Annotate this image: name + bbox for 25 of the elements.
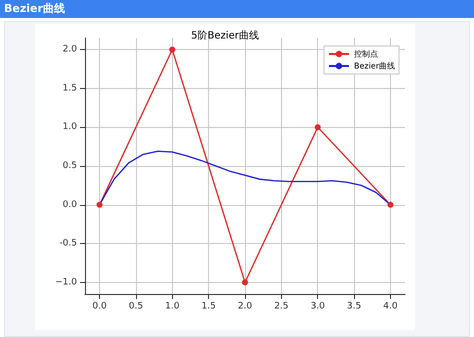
- legend-label: Bezier曲线: [354, 62, 396, 70]
- point: [242, 279, 248, 286]
- y-tick-label: 2.0: [62, 44, 78, 55]
- legend-label: 控制点: [354, 50, 378, 58]
- y-tick-label: −1.0: [55, 277, 78, 288]
- chart-subtitle: 5阶Bezier曲线: [191, 30, 259, 42]
- x-tick-label: 0.5: [128, 302, 144, 312]
- x-tick-label: 2.0: [238, 302, 252, 312]
- y-tick-label: 1.5: [62, 83, 77, 94]
- point: [169, 46, 176, 53]
- y-tick-label: 1.0: [62, 122, 78, 132]
- x-tick-label: 3.5: [346, 302, 362, 312]
- x-tick-label: 1.0: [165, 302, 180, 312]
- y-tick-label: -0.5: [59, 238, 77, 249]
- y-tick-label: 0.0: [62, 200, 78, 210]
- x-tick-label: 4.0: [383, 302, 398, 312]
- chart-title: Bezier曲线: [0, 0, 474, 18]
- x-tick-label: 0.0: [92, 302, 107, 312]
- x-tick-label: 1.5: [201, 302, 216, 312]
- point: [314, 124, 321, 130]
- x-tick-label: 2.5: [274, 302, 289, 312]
- point: [96, 202, 103, 208]
- x-tick-label: 3.0: [310, 302, 326, 312]
- point: [387, 202, 394, 208]
- y-tick-label: 0.5: [62, 161, 77, 171]
